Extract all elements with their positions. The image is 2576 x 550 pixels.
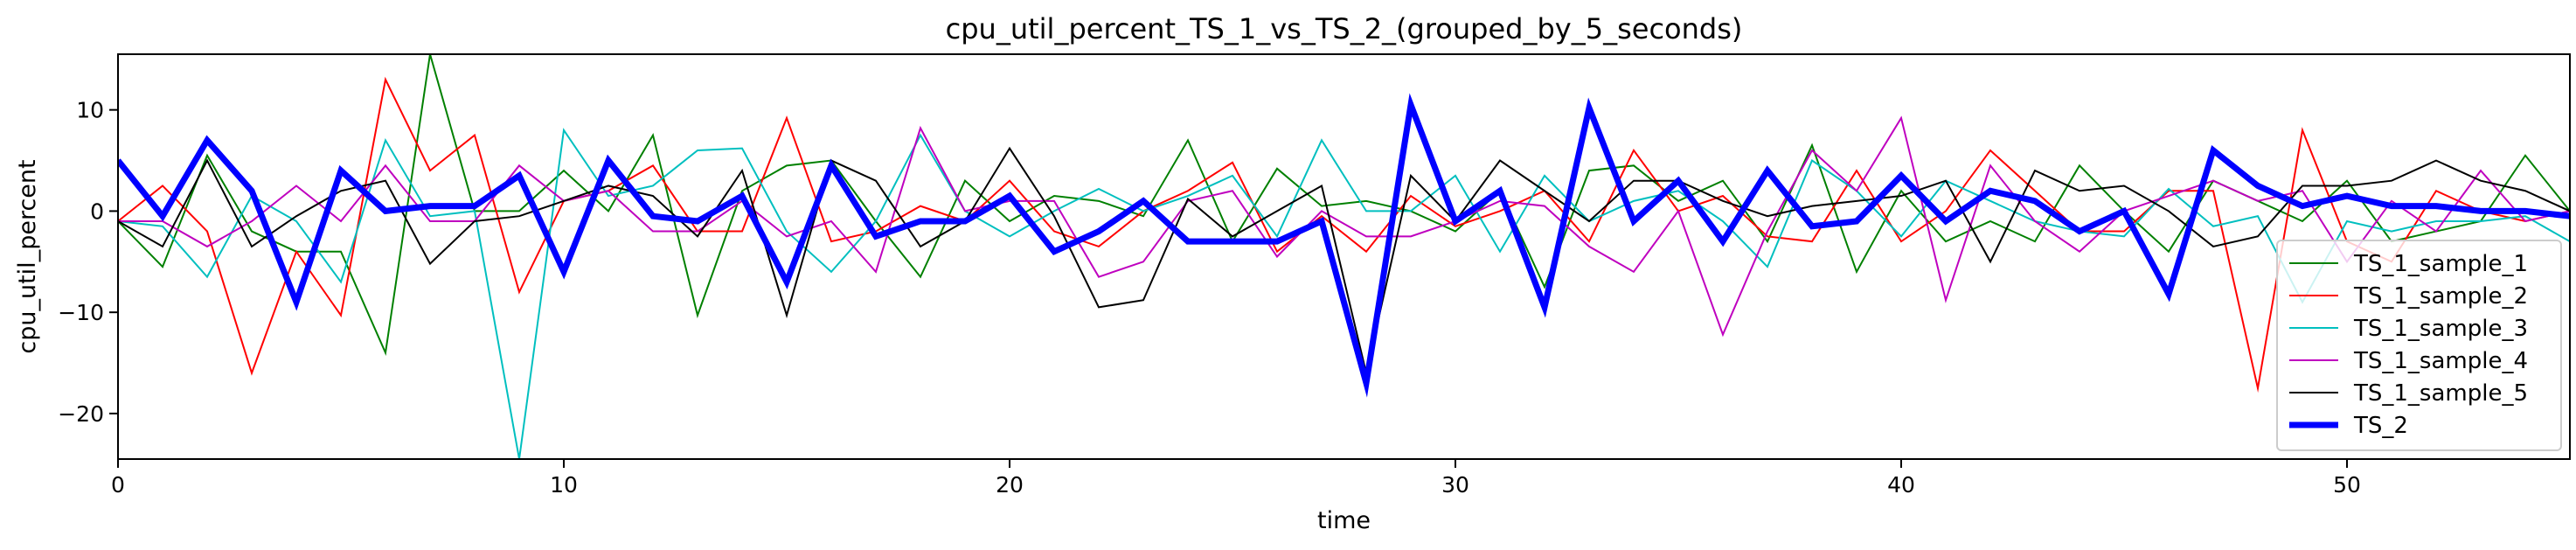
y-tick-label: −10 (58, 300, 104, 325)
x-tick-label: 10 (550, 472, 578, 498)
x-tick-label: 50 (2333, 472, 2361, 498)
x-tick-label: 40 (1887, 472, 1915, 498)
y-tick-label: −20 (58, 401, 104, 427)
x-axis-label: time (1317, 507, 1371, 534)
series-line-ts-1-sample-3 (118, 128, 2570, 459)
y-tick-label: 0 (90, 198, 104, 224)
series-line-ts-1-sample-4 (118, 115, 2570, 338)
legend-entry-label: TS_1_sample_3 (2353, 316, 2528, 342)
x-tick-label: 20 (996, 472, 1024, 498)
plot-area (117, 53, 2571, 460)
y-tick-label: 10 (76, 98, 104, 123)
legend-entry-label: TS_1_sample_1 (2353, 251, 2528, 277)
y-axis: −20 −10 0 10 (58, 98, 118, 427)
series-line-ts-1-sample-1 (118, 54, 2570, 357)
legend-entry-label: TS_2 (2353, 413, 2408, 439)
legend: TS_1_sample_1 TS_1_sample_2 TS_1_sample_3 T… (2276, 240, 2562, 451)
series-line-ts-2 (118, 93, 2570, 398)
plot-frame (117, 53, 2571, 460)
x-tick-label: 30 (1441, 472, 1469, 498)
x-axis: 0 10 20 30 40 50 (111, 459, 2361, 498)
legend-box (2276, 240, 2562, 451)
legend-entry-label: TS_1_sample_2 (2353, 283, 2528, 310)
legend-entry-label: TS_1_sample_4 (2353, 348, 2528, 374)
y-axis-label: cpu_util_percent (14, 159, 41, 353)
x-tick-label: 0 (111, 472, 125, 498)
legend-entry-label: TS_1_sample_5 (2353, 380, 2528, 407)
series-line-ts-1-sample-5 (118, 146, 2570, 378)
chart-title: cpu_util_percent_TS_1_vs_TS_2_(grouped_b… (946, 12, 1743, 45)
